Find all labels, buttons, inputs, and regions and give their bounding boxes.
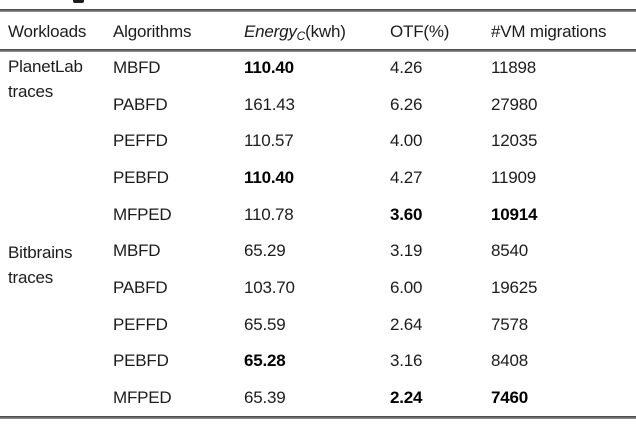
algorithm-label: MFPED bbox=[113, 205, 172, 224]
energy-value: 65.29 bbox=[244, 241, 286, 260]
vm-migrations-value: 8408 bbox=[491, 351, 529, 370]
energy-unit: (kwh) bbox=[305, 22, 346, 41]
energy-value: 110.40 bbox=[244, 58, 294, 77]
column-header-energy: EnergyC(kwh) bbox=[244, 21, 346, 47]
table-row: PABFD 161.43 6.26 27980 bbox=[0, 94, 636, 116]
algorithm-label: MBFD bbox=[113, 241, 161, 260]
otf-value: 2.64 bbox=[390, 315, 423, 334]
algorithm-label: MBFD bbox=[113, 58, 161, 77]
vm-migrations-value: 19625 bbox=[491, 278, 538, 297]
cropped-caption-fragment bbox=[73, 0, 84, 3]
energy-value: 110.40 bbox=[244, 168, 294, 187]
algorithm-label: PEFFD bbox=[113, 131, 168, 150]
energy-subscript: C bbox=[296, 29, 306, 43]
energy-value: 110.57 bbox=[244, 131, 294, 150]
table-row: PEFFD 65.59 2.64 7578 bbox=[0, 314, 636, 336]
table-row: MFPED 65.39 2.24 7460 bbox=[0, 387, 636, 409]
energy-word: Energy bbox=[244, 22, 297, 41]
energy-value: 110.78 bbox=[244, 205, 294, 224]
otf-value: 4.27 bbox=[390, 168, 423, 187]
table-row: PEFFD 110.57 4.00 12035 bbox=[0, 130, 636, 152]
table-bottom-rule bbox=[0, 416, 636, 419]
table-top-rule bbox=[0, 9, 636, 12]
energy-value: 161.43 bbox=[244, 95, 295, 114]
otf-value: 4.00 bbox=[390, 131, 423, 150]
table-row: MBFD 65.29 3.19 8540 bbox=[0, 240, 636, 262]
table-row: PABFD 103.70 6.00 19625 bbox=[0, 277, 636, 299]
table-row: MFPED 110.78 3.60 10914 bbox=[0, 204, 636, 226]
workload-group-bitbrains: Bitbrains traces bbox=[8, 240, 73, 290]
table-row: MBFD 110.40 4.26 11898 bbox=[0, 57, 636, 79]
otf-value: 3.19 bbox=[390, 241, 423, 260]
energy-value: 65.28 bbox=[244, 351, 286, 370]
vm-migrations-value: 27980 bbox=[491, 95, 538, 114]
energy-value: 103.70 bbox=[244, 278, 295, 297]
energy-value: 65.39 bbox=[244, 388, 286, 407]
workload-name-line1: PlanetLab bbox=[8, 57, 83, 76]
column-header-algorithms: Algorithms bbox=[113, 22, 192, 41]
vm-migrations-value: 8540 bbox=[491, 241, 529, 260]
otf-value: 2.24 bbox=[390, 388, 423, 407]
column-header-vm-migrations: #VM migrations bbox=[491, 22, 607, 41]
table-row: PEBFD 110.40 4.27 11909 bbox=[0, 167, 636, 189]
vm-migrations-value: 11898 bbox=[491, 58, 537, 77]
workload-name-line2: traces bbox=[8, 268, 54, 287]
vm-migrations-value: 7460 bbox=[491, 388, 529, 407]
vm-migrations-value: 10914 bbox=[491, 205, 538, 224]
otf-value: 6.26 bbox=[390, 95, 423, 114]
otf-value: 3.16 bbox=[390, 351, 423, 370]
algorithm-label: PABFD bbox=[113, 278, 168, 297]
vm-migrations-value: 7578 bbox=[491, 315, 529, 334]
otf-value: 4.26 bbox=[390, 58, 423, 77]
energy-value: 65.59 bbox=[244, 315, 286, 334]
column-header-workloads: Workloads bbox=[8, 22, 87, 41]
algorithm-label: PEBFD bbox=[113, 168, 169, 187]
algorithm-label: PEFFD bbox=[113, 315, 168, 334]
algorithm-label: PABFD bbox=[113, 95, 168, 114]
otf-value: 3.60 bbox=[390, 205, 423, 224]
table-row: PEBFD 65.28 3.16 8408 bbox=[0, 350, 636, 372]
algorithm-label: MFPED bbox=[113, 388, 172, 407]
algorithm-label: PEBFD bbox=[113, 351, 169, 370]
table-header-rule bbox=[0, 49, 636, 52]
workload-name-line2: traces bbox=[8, 82, 54, 101]
table-header-row: Workloads Algorithms EnergyC(kwh) OTF(%)… bbox=[0, 21, 636, 43]
workload-name-line1: Bitbrains bbox=[8, 243, 73, 262]
vm-migrations-value: 11909 bbox=[491, 168, 537, 187]
workload-group-planetlab: PlanetLab traces bbox=[8, 54, 83, 104]
vm-migrations-value: 12035 bbox=[491, 131, 538, 150]
otf-value: 6.00 bbox=[390, 278, 423, 297]
column-header-otf: OTF(%) bbox=[390, 22, 450, 41]
